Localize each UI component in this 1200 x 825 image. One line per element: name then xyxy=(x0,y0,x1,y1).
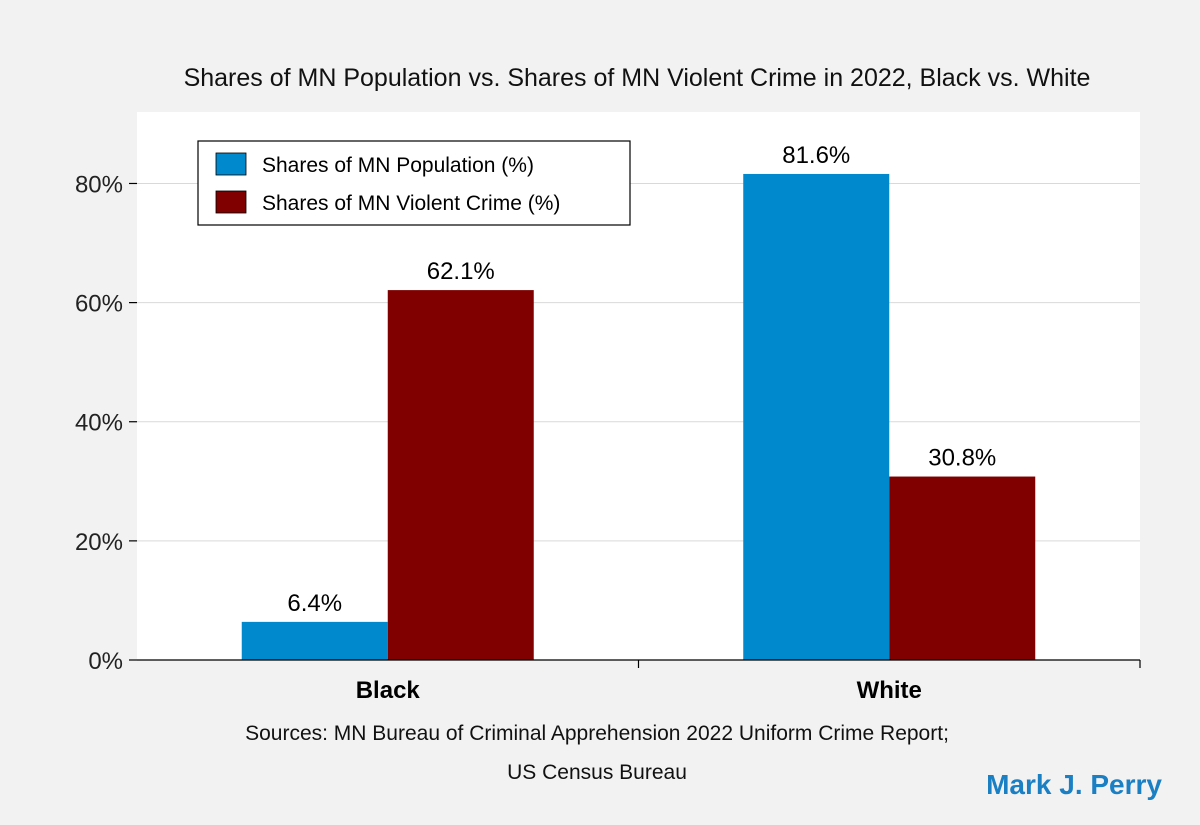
bar-white-1 xyxy=(889,476,1036,660)
data-label: 62.1% xyxy=(427,258,495,285)
source-line-1: Sources: MN Bureau of Criminal Apprehens… xyxy=(245,722,949,745)
bar-black-0 xyxy=(241,621,388,660)
author-credit: Mark J. Perry xyxy=(986,769,1162,800)
bar-white-0 xyxy=(743,173,890,661)
legend-swatch-population xyxy=(215,152,247,176)
bars: 6.4% 62.1% 81.6% 30.8% xyxy=(241,142,1036,661)
y-tick-label: 20% xyxy=(75,529,123,556)
data-label: 81.6% xyxy=(782,142,850,169)
bar-black-1 xyxy=(387,290,534,660)
legend-swatch-crime xyxy=(215,190,247,214)
x-category-label: White xyxy=(857,677,922,704)
data-label: 6.4% xyxy=(287,590,342,617)
legend-box xyxy=(197,140,631,226)
x-category-label: Black xyxy=(356,677,421,704)
source-line-2: US Census Bureau xyxy=(507,761,687,784)
axes: 0% 20% 40% 60% 80% Black White xyxy=(75,171,1141,704)
y-tick-label: 0% xyxy=(88,648,123,675)
y-tick-label: 80% xyxy=(75,171,123,198)
legend: Shares of MN Population (%) Shares of MN… xyxy=(197,140,631,226)
legend-label-crime: Shares of MN Violent Crime (%) xyxy=(262,192,560,215)
y-tick-label: 60% xyxy=(75,291,123,318)
chart-title: Shares of MN Population vs. Shares of MN… xyxy=(184,64,1091,92)
legend-label-population: Shares of MN Population (%) xyxy=(262,154,534,177)
data-label: 30.8% xyxy=(928,445,996,472)
y-tick-label: 40% xyxy=(75,410,123,437)
